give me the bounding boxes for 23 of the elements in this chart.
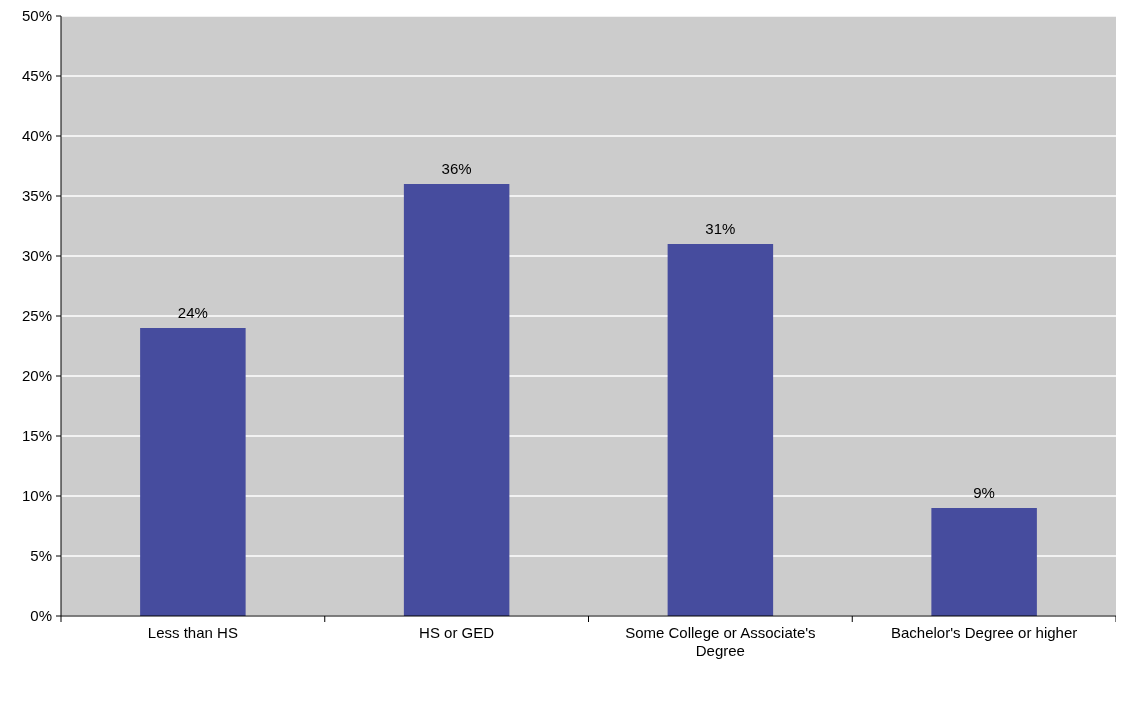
bar — [931, 508, 1037, 616]
y-tick-label: 0% — [30, 607, 52, 625]
y-tick-label: 20% — [21, 367, 52, 385]
data-label: 24% — [177, 304, 208, 321]
bar — [667, 244, 774, 616]
y-tick-label: 5% — [30, 547, 52, 565]
y-tick-label: 50% — [21, 7, 52, 25]
bar — [403, 184, 510, 616]
x-tick-label: Less than HS — [147, 624, 238, 641]
data-label: 31% — [705, 220, 736, 237]
y-tick-label: 10% — [21, 487, 52, 505]
bar — [140, 328, 246, 616]
x-tick-label: Bachelor's Degree or higher — [890, 624, 1078, 641]
x-tick-label: Some College or Associate's Degree — [625, 624, 816, 659]
data-label: 36% — [441, 160, 472, 177]
y-tick-label: 25% — [21, 307, 52, 325]
y-tick-label: 15% — [21, 427, 52, 445]
y-tick-label: 30% — [21, 247, 52, 265]
y-tick-label: 40% — [21, 127, 52, 145]
x-tick-label: HS or GED — [419, 624, 495, 641]
y-tick-label: 45% — [21, 67, 52, 85]
data-label: 9% — [973, 484, 995, 501]
y-tick-label: 35% — [21, 187, 52, 205]
